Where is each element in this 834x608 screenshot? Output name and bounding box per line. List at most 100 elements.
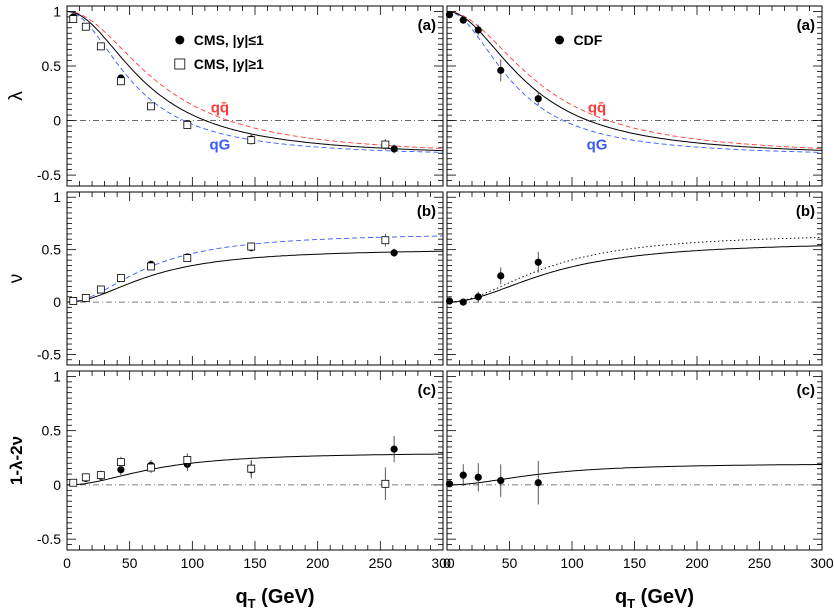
panel-tag: (c) <box>418 382 436 399</box>
y-tick-label: -0.5 <box>37 347 61 363</box>
curves <box>447 464 822 486</box>
x-tick-label: 150 <box>623 555 647 571</box>
data-point-square <box>247 464 256 473</box>
series-filled-circle <box>445 11 542 106</box>
plot-frame <box>446 191 823 366</box>
y-tick-label: -0.5 <box>37 167 61 183</box>
legend-marker-square <box>174 58 186 70</box>
x-tick-label: 0 <box>443 555 451 571</box>
x-tick-label: 50 <box>122 555 138 571</box>
curve-fit <box>447 245 822 303</box>
x-tick-label: 200 <box>306 555 330 571</box>
row-y-label: ν <box>6 274 27 284</box>
data-point-circle <box>534 479 542 487</box>
data-point-square <box>96 471 105 480</box>
panel-nu-cms: 1 0.5 0 -0.5 ν (b) <box>6 189 444 366</box>
legend-label: CMS, |y|≥1 <box>194 56 264 72</box>
curve-annotation: qq̄ <box>211 99 229 116</box>
curve-qqbar <box>447 11 822 149</box>
x-axis-title: qT (GeV) <box>235 586 314 608</box>
data-point-square <box>247 242 256 251</box>
x-tick-label: 250 <box>748 555 772 571</box>
x-tick-label: 150 <box>243 555 267 571</box>
curve-annotation: qG <box>587 137 608 154</box>
panel-tag: (c) <box>797 382 815 399</box>
data-point-square <box>381 479 390 488</box>
data-point-circle <box>459 471 467 479</box>
x-tick-label: 100 <box>560 555 584 571</box>
y-tick-label: 1 <box>53 189 61 205</box>
data-point-circle <box>390 249 398 257</box>
x-tick-label: 50 <box>502 555 518 571</box>
data-point-circle <box>445 480 454 488</box>
panel-nu-cdf: (b) <box>445 191 823 366</box>
y-tick-label: 0 <box>53 294 61 310</box>
y-tick-label: 1 <box>53 368 61 384</box>
data-point-square <box>381 140 390 149</box>
panel-lambda-cdf: (a) qq̄ qG CDF <box>445 5 823 187</box>
data-point-circle <box>474 26 482 34</box>
y-tick-label: 0 <box>53 113 61 129</box>
panel-tag: (b) <box>417 203 436 220</box>
curve-qG <box>67 11 443 153</box>
x-tick-label: 0 <box>63 555 71 571</box>
y-tick-label: 0.5 <box>42 423 62 439</box>
data-point-square <box>183 254 192 262</box>
curves <box>67 453 443 486</box>
curve-qG <box>447 11 822 153</box>
legend-label: CMS, |y|≤1 <box>194 32 264 48</box>
x-tick-label: 300 <box>810 555 834 571</box>
y-tick-label: 0 <box>53 477 61 493</box>
plot-frame <box>446 370 823 551</box>
data-point-square <box>183 456 192 464</box>
curve-qG <box>67 235 443 303</box>
curves <box>447 237 822 303</box>
data-point-circle <box>497 272 505 280</box>
curve-fit <box>447 464 822 486</box>
y-tick-label: 1 <box>53 3 61 19</box>
panel-tag: (a) <box>797 17 815 34</box>
data-point-square <box>69 478 78 487</box>
series-filled-circle <box>445 461 542 505</box>
data-point-square <box>96 285 105 294</box>
x-tick-label: 250 <box>369 555 393 571</box>
row-y-label: λ <box>6 91 27 101</box>
series-open-square <box>69 15 390 150</box>
data-point-square <box>81 293 90 302</box>
curves <box>447 11 822 153</box>
curves <box>67 235 443 303</box>
curve-fit <box>67 11 443 152</box>
panel-lambda-cms: 1 0.5 0 -0.5 λ (a) qq̄ qG CMS, |y|≤1 CMS, |y|≥1 <box>6 3 444 187</box>
data-point-square <box>381 236 390 245</box>
data-point-circle <box>445 11 454 19</box>
data-point-circle <box>390 445 398 453</box>
data-point-square <box>147 463 155 472</box>
legend-marker-circle <box>555 35 564 45</box>
y-tick-label: 0.5 <box>42 242 62 258</box>
data-point-circle <box>497 66 505 74</box>
data-point-circle <box>445 297 454 305</box>
panel-tag: (b) <box>796 203 815 220</box>
curve-qqbar <box>67 11 443 149</box>
x-tick-label: 100 <box>181 555 205 571</box>
panel-lt-cdf: 0 50 100 150 200 250 300 qT (GeV) (c) <box>443 370 834 608</box>
y-tick-label: 0.5 <box>42 58 62 74</box>
data-point-circle <box>534 258 542 266</box>
data-point-square <box>116 274 125 282</box>
x-tick-label: 200 <box>685 555 709 571</box>
curve-fit <box>67 453 443 486</box>
data-point-square <box>247 136 256 145</box>
data-point-circle <box>117 466 125 474</box>
plot-frame <box>446 5 823 187</box>
data-point-square <box>69 297 78 305</box>
legend-marker-circle <box>175 35 185 45</box>
series-open-square <box>69 233 390 305</box>
data-point-circle <box>474 473 482 481</box>
y-tick-label: -0.5 <box>37 531 61 547</box>
data-point-circle <box>459 16 467 24</box>
data-point-circle <box>459 298 467 306</box>
series-open-square <box>69 453 390 501</box>
curve-annotation: qG <box>209 137 230 154</box>
data-point-square <box>183 121 192 129</box>
